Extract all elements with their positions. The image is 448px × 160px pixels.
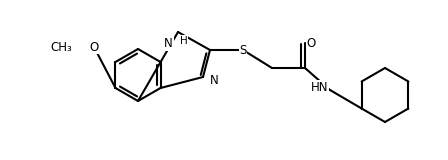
Text: CH₃: CH₃: [50, 40, 72, 53]
Text: S: S: [239, 44, 247, 56]
Text: N: N: [164, 37, 173, 50]
Text: N: N: [210, 74, 219, 87]
Text: HN: HN: [310, 81, 328, 94]
Text: O: O: [306, 36, 316, 49]
Text: H: H: [180, 36, 188, 46]
Text: O: O: [89, 40, 99, 53]
